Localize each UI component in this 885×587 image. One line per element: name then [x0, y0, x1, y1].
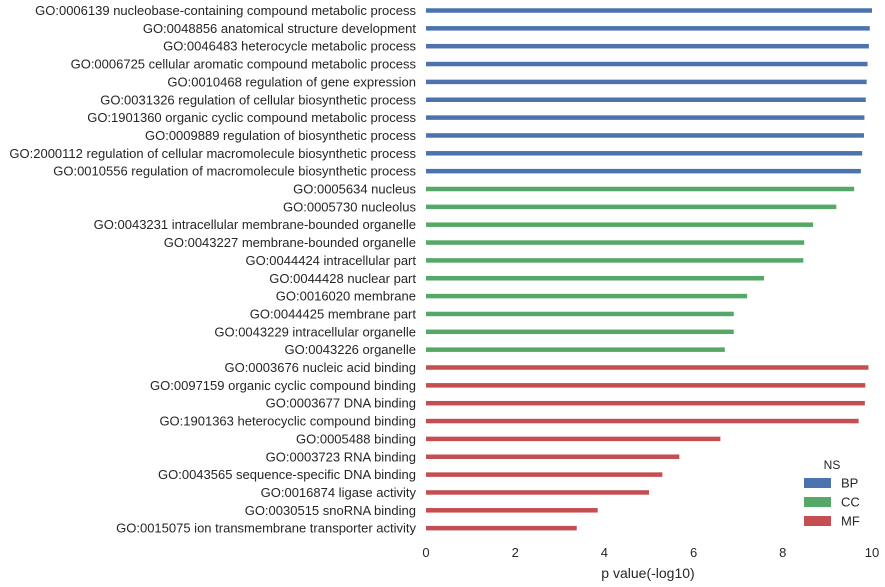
category-label: GO:0044428 nuclear part — [269, 271, 416, 286]
category-label: GO:0005730 nucleolus — [283, 199, 416, 214]
bar-cc — [426, 222, 814, 227]
category-label: GO:0030515 snoRNA binding — [245, 503, 416, 518]
bar-mf — [426, 365, 869, 370]
category-label: GO:1901363 heterocyclic compound binding — [159, 414, 416, 429]
bar-bp — [426, 43, 869, 49]
category-label: GO:1901360 organic cyclic compound metab… — [87, 110, 416, 125]
bar-bp — [426, 168, 861, 174]
x-tick-label: 4 — [601, 545, 608, 560]
bar-bp — [426, 61, 868, 67]
bar-mf — [426, 508, 598, 513]
category-label: GO:0003676 nucleic acid binding — [224, 360, 416, 375]
category-label: GO:0043226 organelle — [284, 342, 416, 357]
category-label: GO:2000112 regulation of cellular macrom… — [9, 146, 416, 161]
category-label: GO:0031326 regulation of cellular biosyn… — [100, 92, 416, 107]
legend-label-mf: MF — [841, 514, 860, 529]
category-label: GO:0010468 regulation of gene expression — [167, 74, 416, 89]
x-tick-label: 2 — [512, 545, 519, 560]
bar-cc — [426, 329, 734, 335]
bar-cc — [426, 240, 805, 245]
category-label: GO:0006139 nucleobase-containing compoun… — [35, 3, 416, 18]
bar-mf — [426, 383, 866, 388]
bar-cc — [426, 258, 804, 263]
category-label: GO:0009889 regulation of biosynthetic pr… — [145, 128, 417, 143]
bar-cc — [426, 204, 837, 210]
bar-cc — [426, 347, 725, 352]
category-label: GO:0016874 ligase activity — [261, 485, 417, 500]
x-axis-ticks-group: 0 2 4 6 8 10 — [422, 545, 879, 560]
category-label: GO:0043227 membrane-bounded organelle — [164, 235, 416, 250]
bar-cc — [426, 311, 734, 317]
bar-mf — [426, 525, 577, 531]
category-label: GO:0005634 nucleus — [293, 182, 416, 197]
bar-bp — [426, 8, 872, 13]
category-label: GO:0015075 ion transmembrane transporter… — [116, 521, 416, 536]
legend-title: NS — [824, 458, 841, 472]
category-label: GO:0043231 intracellular membrane-bounde… — [94, 217, 416, 232]
category-label: GO:0006725 cellular aromatic compound me… — [71, 57, 417, 72]
legend-swatch-cc — [804, 497, 831, 507]
bar-mf — [426, 418, 859, 424]
bar-mf — [426, 472, 663, 477]
bar-bp — [426, 133, 864, 138]
x-tick-label: 6 — [690, 545, 697, 560]
x-tick-label: 10 — [865, 545, 879, 560]
category-label: GO:0046483 heterocycle metabolic process — [163, 39, 416, 54]
bar-bp — [426, 26, 870, 31]
legend-label-cc: CC — [841, 495, 860, 510]
bar-bp — [426, 97, 866, 102]
category-label: GO:0097159 organic cyclic compound bindi… — [150, 378, 416, 393]
bar-mf — [426, 436, 721, 442]
category-label: GO:0003723 RNA binding — [266, 449, 416, 464]
bar-bp — [426, 151, 863, 156]
bar-mf — [426, 454, 680, 459]
bar-cc — [426, 276, 765, 281]
bar-cc — [426, 186, 855, 192]
bar-cc — [426, 293, 748, 299]
legend-entries-group: BP CC MF — [804, 476, 860, 529]
legend-swatch-mf — [804, 516, 831, 526]
legend-label-bp: BP — [841, 476, 858, 491]
category-label: GO:0016020 membrane — [276, 289, 416, 304]
x-tick-label: 8 — [779, 545, 786, 560]
category-label: GO:0005488 binding — [296, 431, 416, 446]
category-labels-group: GO:0006139 nucleobase-containing compoun… — [9, 3, 416, 536]
category-label: GO:0043565 sequence-specific DNA binding — [158, 467, 416, 482]
category-label: GO:0043229 intracellular organelle — [214, 324, 416, 339]
bar-mf — [426, 400, 865, 406]
category-label: GO:0044424 intracellular part — [245, 253, 416, 268]
bar-mf — [426, 490, 649, 495]
bars-group — [426, 8, 872, 531]
x-tick-label: 0 — [422, 545, 429, 560]
category-label: GO:0048856 anatomical structure developm… — [143, 21, 417, 36]
category-label: GO:0044425 membrane part — [250, 306, 417, 321]
category-label: GO:0010556 regulation of macromolecule b… — [53, 164, 416, 179]
x-axis-title: p value(-log10) — [601, 565, 694, 581]
legend: NS BP CC MF — [804, 458, 860, 529]
bar-bp — [426, 115, 865, 120]
bar-bp — [426, 79, 867, 85]
category-label: GO:0003677 DNA binding — [266, 396, 416, 411]
legend-swatch-bp — [804, 478, 831, 488]
